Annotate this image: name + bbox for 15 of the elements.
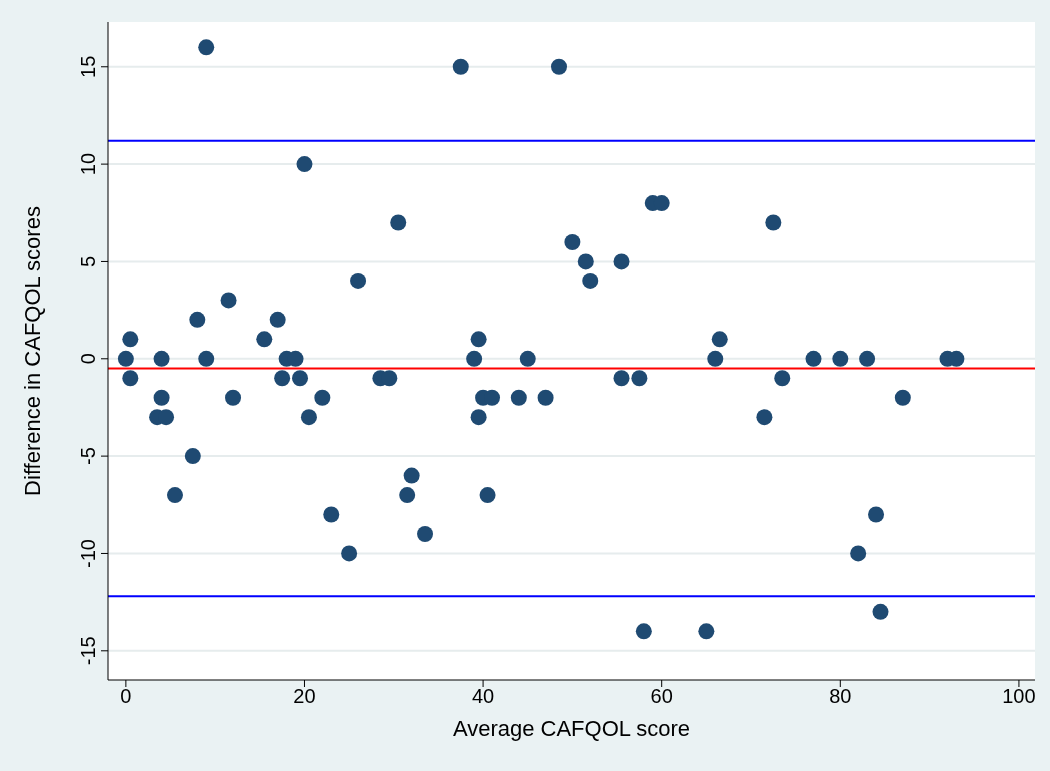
y-tick-label: 10 [77, 152, 99, 176]
x-tick-label: 100 [1002, 685, 1036, 708]
x-axis-title: Average CAFQOL score [452, 715, 691, 741]
y-tick-label: -5 [77, 447, 99, 466]
x-tick-label: 0 [120, 685, 132, 708]
y-axis-title: Difference in CAFQOL scores [19, 206, 45, 496]
x-tick-label: 80 [829, 685, 852, 708]
y-tick-label: -10 [77, 539, 99, 568]
y-tick-label: 15 [77, 55, 99, 78]
y-tick-label: 5 [77, 255, 99, 268]
x-tick-label: 20 [293, 685, 316, 708]
y-tick-label: 0 [77, 353, 99, 365]
x-tick-label: 60 [650, 685, 673, 708]
y-tick-label: -15 [77, 636, 99, 666]
x-tick-label: 40 [471, 685, 495, 708]
